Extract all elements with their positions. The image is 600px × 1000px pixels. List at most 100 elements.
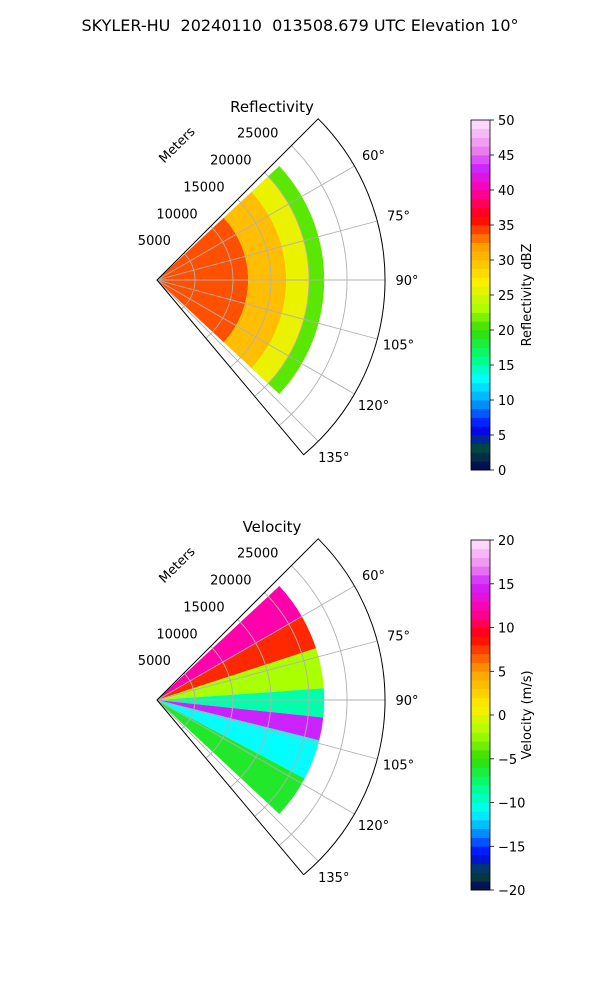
colorbar-swatch <box>471 855 490 865</box>
azimuth-gridline <box>156 165 355 281</box>
colorbar-tick-label: 15 <box>498 359 515 374</box>
azimuth-tick-label: 105° <box>383 759 414 774</box>
grid-layer <box>156 565 385 862</box>
colorbar-label: Reflectivity dBZ <box>520 244 535 347</box>
azimuth-tick-label: 60° <box>362 149 385 164</box>
colorbar-swatch <box>471 653 490 663</box>
colorbar-swatch <box>471 417 490 427</box>
colorbar-tick-label: 50 <box>498 114 515 129</box>
colorbar-tick-label: 40 <box>498 184 515 199</box>
colorbar-swatch <box>471 120 490 130</box>
azimuth-gridline <box>156 699 355 815</box>
colorbar-swatch <box>471 277 490 287</box>
radial-tick-label: 25000 <box>237 547 278 562</box>
colorbar-swatch <box>471 767 490 777</box>
azimuth-tick-label: 135° <box>318 871 349 886</box>
colorbar-swatch <box>471 820 490 830</box>
colorbar-tick-label: −5 <box>498 753 517 768</box>
colorbar-swatch <box>471 837 490 847</box>
radial-axis-label: Meters <box>157 124 199 166</box>
azimuth-tick-label: 120° <box>358 819 389 834</box>
colorbar-swatch <box>471 408 490 418</box>
azimuth-gridline <box>156 699 378 760</box>
azimuth-gridline <box>156 279 319 442</box>
azimuth-tick-label: 105° <box>383 339 414 354</box>
colorbar-swatch <box>471 741 490 751</box>
colorbar-swatch <box>471 610 490 620</box>
colorbar-swatch <box>471 575 490 585</box>
polar-frame <box>156 118 386 456</box>
colorbar-swatch <box>471 872 490 882</box>
azimuth-tick-label: 75° <box>387 629 410 644</box>
colorbar-swatch <box>471 548 490 558</box>
colorbar-swatch <box>471 662 490 672</box>
colorbar-swatch <box>471 268 490 278</box>
colorbar-swatch <box>471 312 490 322</box>
colorbar-swatch <box>471 365 490 375</box>
reflectivity-band <box>268 166 325 394</box>
colorbar-swatch <box>471 207 490 217</box>
colorbar-tick-label: 30 <box>498 254 515 269</box>
colorbar-swatch <box>471 190 490 200</box>
velocity-sector <box>157 616 316 700</box>
range-gridline <box>278 145 348 426</box>
colorbar-swatch <box>471 155 490 165</box>
data-layer <box>157 586 325 814</box>
colorbar-swatch <box>471 163 490 173</box>
colorbar-swatch <box>471 645 490 655</box>
radial-tick-label: 5000 <box>138 234 171 249</box>
colorbar-swatch <box>471 557 490 567</box>
colorbar-swatch <box>471 758 490 768</box>
radial-tick-label: 20000 <box>210 574 251 589</box>
colorbar-tick-label: 20 <box>498 324 515 339</box>
grid-layer <box>156 145 385 442</box>
radial-tick-label: 15000 <box>183 600 224 615</box>
colorbar-swatch <box>471 688 490 698</box>
colorbar-swatch <box>471 251 490 261</box>
radial-tick-label: 20000 <box>210 154 251 169</box>
azimuth-gridline <box>156 640 378 701</box>
colorbar-tick-label: 5 <box>498 665 506 680</box>
colorbar-swatch <box>471 785 490 795</box>
colorbar-tick-label: 35 <box>498 219 515 234</box>
colorbar-swatch <box>471 671 490 681</box>
colorbar-swatch <box>471 828 490 838</box>
colorbar-swatch <box>471 793 490 803</box>
colorbar-swatch <box>471 128 490 138</box>
colorbar-tick-label: 5 <box>498 429 506 444</box>
azimuth-tick-label: 90° <box>395 694 418 709</box>
colorbar-swatch <box>471 233 490 243</box>
polar-frame <box>156 538 386 876</box>
colorbar-swatch <box>471 198 490 208</box>
azimuth-tick-label: 135° <box>318 451 349 466</box>
colorbar-tick-label: 15 <box>498 578 515 593</box>
azimuth-gridline <box>156 220 378 281</box>
radial-tick-label: 25000 <box>237 127 278 142</box>
colorbar-swatch <box>471 566 490 576</box>
colorbar-swatch <box>471 723 490 733</box>
colorbar-swatch <box>471 881 490 891</box>
colorbar-swatch <box>471 802 490 812</box>
azimuth-tick-label: 90° <box>395 274 418 289</box>
colorbar-swatch <box>471 540 490 550</box>
colorbar-swatch <box>471 863 490 873</box>
colorbar-swatch <box>471 811 490 821</box>
colorbar-swatch <box>471 216 490 226</box>
colorbar-swatch <box>471 382 490 392</box>
colorbar-swatch <box>471 461 490 471</box>
colorbar-swatch <box>471 583 490 593</box>
azimuth-tick-label: 120° <box>358 399 389 414</box>
azimuth-gridline <box>156 279 355 395</box>
colorbar: 0 5 10 15 20 25 30 35 40 45 50 Reflectivity dBZ <box>470 114 535 479</box>
colorbar-swatch <box>471 601 490 611</box>
colorbar-swatch <box>471 443 490 453</box>
colorbar-swatch <box>471 225 490 235</box>
colorbar-swatch <box>471 750 490 760</box>
azimuth-tick-label: 75° <box>387 209 410 224</box>
colorbar-tick-label: 25 <box>498 289 515 304</box>
colorbar-label: Velocity (m/s) <box>520 670 535 759</box>
colorbar-swatch <box>471 618 490 628</box>
colorbar: −20 −15 −10 −5 0 5 10 15 20 Velocity (m/s) <box>470 534 535 899</box>
colorbar-swatch <box>471 636 490 646</box>
colorbar-tick-label: 20 <box>498 534 515 549</box>
